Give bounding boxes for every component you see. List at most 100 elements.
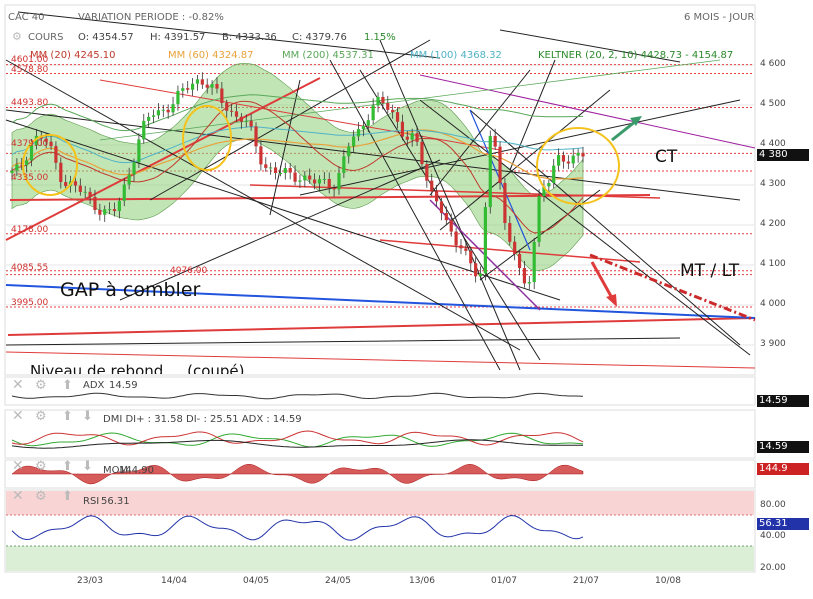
- candle-body: [73, 181, 78, 186]
- candle-body: [34, 135, 39, 146]
- cours-label[interactable]: COURS: [28, 32, 64, 43]
- candle-body: [29, 145, 34, 161]
- period-selector[interactable]: 6 MOIS - JOUR: [684, 12, 755, 23]
- candle-body: [127, 174, 131, 185]
- candle-body: [376, 96, 380, 106]
- candle-body: [83, 191, 87, 193]
- mm100-legend[interactable]: MM (100) 4368.32: [410, 50, 502, 61]
- arrow-up-icon[interactable]: ⬆: [62, 378, 73, 393]
- mm60-legend[interactable]: MM (60) 4324.87: [168, 50, 254, 61]
- level-label: 4085.55: [11, 263, 49, 273]
- candle-body: [142, 120, 146, 140]
- up-arrow: [611, 119, 637, 142]
- candle-body: [20, 164, 24, 166]
- trend-line: [149, 39, 431, 201]
- trend-line: [5, 119, 561, 301]
- candle-body: [527, 282, 531, 284]
- candle-body: [288, 168, 292, 173]
- candle-body: [317, 179, 322, 184]
- candle-body: [332, 188, 336, 190]
- candle-body: [98, 209, 102, 215]
- trend-line: [5, 337, 681, 346]
- level-label: 4578.80: [11, 65, 49, 75]
- candle-body: [195, 79, 200, 84]
- mom-value: 144.90: [119, 465, 154, 476]
- trend-line: [379, 39, 521, 371]
- trend-line: [5, 284, 756, 319]
- gear-icon[interactable]: ⚙: [12, 30, 22, 43]
- candle-body: [444, 213, 448, 221]
- gear-icon[interactable]: ⚙: [35, 489, 47, 504]
- dmi-label[interactable]: DMI DI+ : 31.58 DI- : 25.51 ADX : 14.59: [103, 414, 302, 425]
- candle-body: [171, 104, 175, 113]
- candle-body: [312, 179, 317, 184]
- trend-line: [419, 99, 751, 356]
- candle-body: [88, 191, 92, 197]
- candle-body: [234, 111, 239, 117]
- candle-body: [269, 167, 273, 169]
- rsi-axis-tick: 20.00: [760, 563, 786, 573]
- trend-line: [5, 59, 521, 351]
- price-axis-tick: 3 900: [760, 339, 786, 349]
- arrow-up-icon[interactable]: ⬆: [62, 489, 73, 504]
- arrow-down-icon[interactable]: ⬇: [82, 459, 93, 474]
- low-value: B: 4333.36: [222, 32, 277, 43]
- candle-body: [200, 79, 204, 85]
- trend-line: [439, 89, 611, 231]
- gear-icon[interactable]: ⚙: [35, 378, 47, 393]
- candle-body: [581, 152, 585, 157]
- candle-body: [230, 110, 234, 112]
- candle-body: [415, 133, 419, 142]
- close-icon[interactable]: ✕: [12, 408, 24, 424]
- keltner-legend[interactable]: KELTNER (20, 2, 10) 4428.73 - 4154.87: [538, 50, 734, 61]
- candle-body: [249, 120, 253, 127]
- mom-label[interactable]: MOM: [103, 465, 129, 476]
- arrow-up-icon[interactable]: ⬆: [62, 459, 73, 474]
- close-icon[interactable]: ✕: [12, 488, 24, 504]
- candle-body: [517, 253, 522, 269]
- candle-body: [132, 162, 136, 175]
- candle-body: [10, 170, 14, 173]
- candle-body: [503, 182, 507, 224]
- price-axis-tick: 4 500: [760, 99, 786, 109]
- price-axis-tick: 4 000: [760, 299, 786, 309]
- gap-annotation: GAP à combler: [60, 279, 201, 301]
- level-label: 3995.00: [11, 298, 49, 308]
- candle-body: [108, 209, 112, 211]
- highlight-circle: [182, 105, 232, 171]
- candle-body: [64, 182, 68, 187]
- candle-body: [386, 103, 390, 110]
- candle-body: [15, 164, 19, 171]
- gear-icon[interactable]: ⚙: [35, 459, 47, 474]
- trend-line: [429, 69, 531, 196]
- mm20-line: [11, 100, 584, 234]
- mm60-line: [11, 129, 584, 180]
- highlight-circle: [22, 134, 78, 196]
- candle-body: [244, 120, 248, 122]
- mm100-line: [11, 126, 584, 164]
- candle-body: [522, 268, 527, 284]
- candle-body: [303, 175, 307, 181]
- candle-body: [352, 136, 356, 147]
- level-label: 4493.80: [11, 98, 49, 108]
- arrow-up-icon[interactable]: ⬆: [62, 409, 73, 424]
- trend-line: [419, 74, 756, 149]
- rsi-label[interactable]: RSI: [83, 496, 100, 507]
- mm20-legend[interactable]: MM (20) 4245.10: [30, 50, 116, 61]
- trend-line: [359, 69, 541, 361]
- candle-body: [278, 172, 283, 174]
- close-icon[interactable]: ✕: [12, 458, 24, 474]
- close-value: C: 4379.76: [292, 32, 347, 43]
- close-icon[interactable]: ✕: [12, 377, 24, 393]
- candle-body: [547, 183, 551, 187]
- candle-body: [459, 245, 463, 249]
- candle-body: [483, 207, 487, 274]
- arrow-down-icon[interactable]: ⬇: [82, 409, 93, 424]
- gear-icon[interactable]: ⚙: [35, 409, 47, 424]
- candle-body: [400, 121, 405, 137]
- candle-body: [405, 136, 409, 140]
- adx-label[interactable]: ADX: [83, 380, 105, 391]
- mm200-legend[interactable]: MM (200) 4537.31: [282, 50, 374, 61]
- candle-body: [210, 83, 214, 88]
- candle-body: [215, 83, 219, 89]
